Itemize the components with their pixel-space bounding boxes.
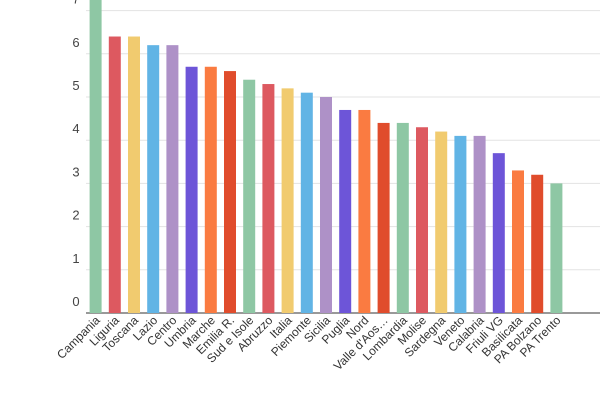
- bar: [320, 97, 332, 313]
- bar: [473, 135, 486, 313]
- bar: [512, 170, 524, 313]
- bars: [89, 0, 563, 314]
- bar: [128, 36, 140, 314]
- y-tick-label: 7: [72, 0, 79, 7]
- bar: [531, 174, 544, 313]
- bar: [243, 79, 256, 313]
- y-tick-label: 2: [72, 208, 79, 223]
- bar: [185, 66, 198, 313]
- bar: [89, 0, 102, 313]
- bar: [147, 45, 160, 313]
- bar: [300, 92, 313, 314]
- bar: [339, 109, 352, 314]
- bar: [550, 183, 563, 313]
- bar: [396, 122, 409, 313]
- y-tick-label: 6: [72, 35, 79, 50]
- bar: [435, 131, 448, 313]
- y-tick-label: 4: [72, 121, 79, 136]
- bar: [281, 88, 294, 313]
- bar: [454, 135, 467, 313]
- x-axis-ticks: CampaniaLiguriaToscanaLazioCentroUmbriaM…: [54, 313, 564, 373]
- bar: [492, 153, 505, 313]
- bar: [262, 84, 275, 313]
- bar: [108, 36, 121, 314]
- bar: [377, 122, 390, 313]
- y-tick-label: 0: [72, 294, 79, 309]
- bar: [358, 109, 371, 314]
- bar: [416, 127, 428, 314]
- bar: [204, 66, 217, 313]
- y-tick-label: 3: [72, 164, 79, 179]
- bar: [166, 45, 179, 313]
- y-tick-label: 5: [72, 78, 79, 93]
- bar: [224, 71, 236, 313]
- y-tick-label: 1: [72, 251, 79, 266]
- y-axis-ticks: 0 1 2 3 4 5 6 7: [72, 0, 79, 309]
